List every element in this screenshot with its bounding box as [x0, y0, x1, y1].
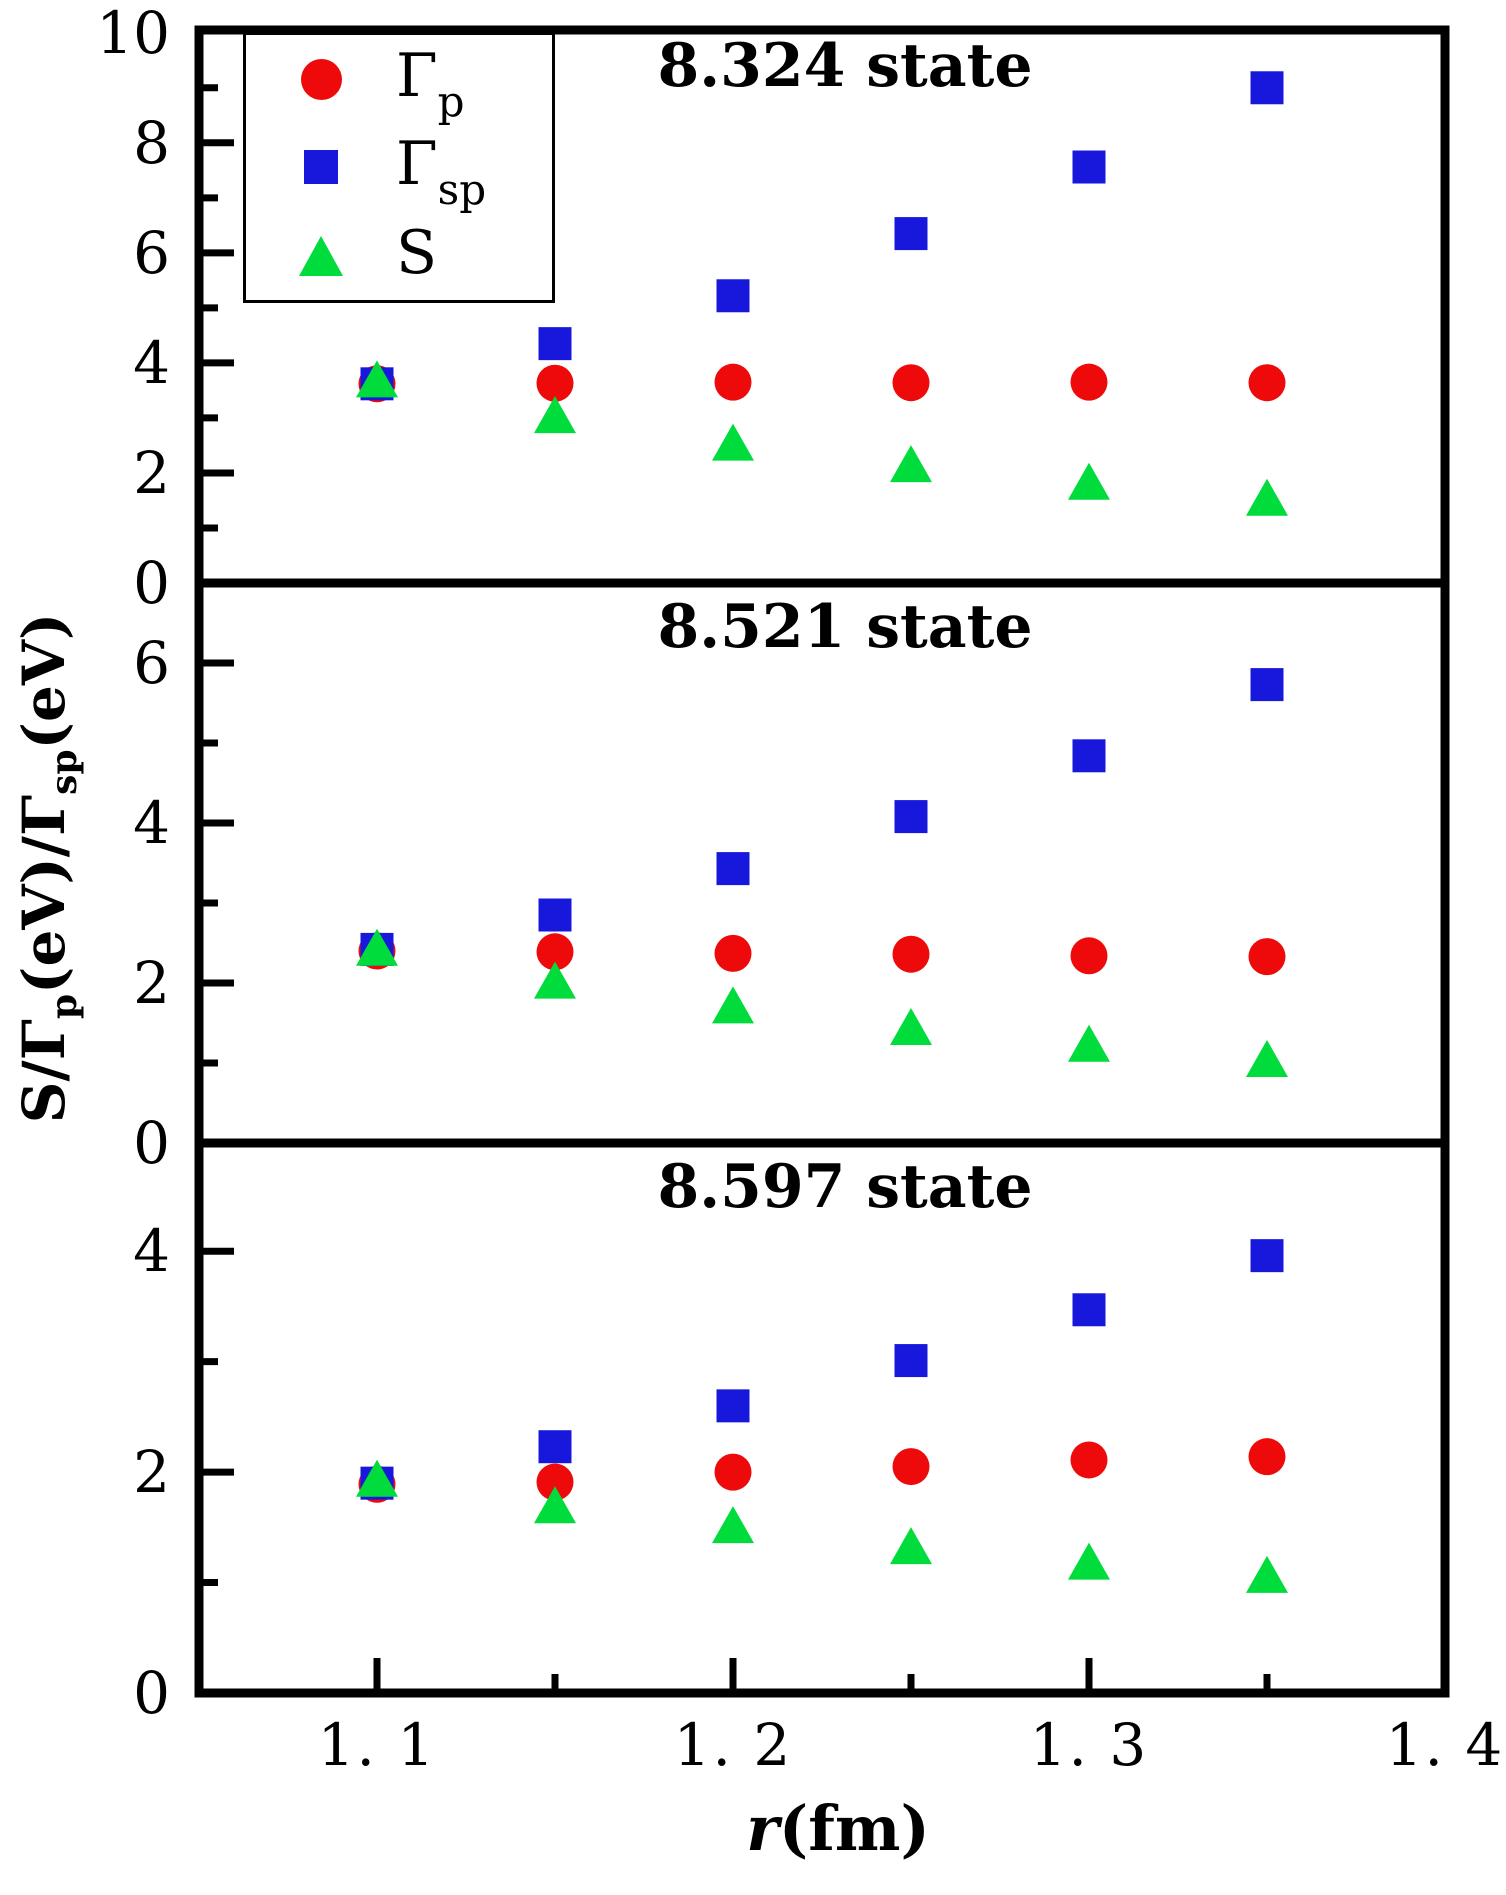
blue-square-marker-icon [304, 150, 338, 185]
data-point-circle [1248, 1438, 1286, 1476]
data-point-triangle [1068, 1024, 1110, 1062]
data-point-square [1072, 150, 1106, 184]
data-point-square [894, 1344, 928, 1378]
legend-box: Γp Γsp S [243, 32, 555, 303]
legend-label-main: Γ [396, 41, 438, 112]
data-point-triangle [356, 360, 398, 398]
data-point-triangle [890, 1527, 932, 1565]
data-point-triangle [534, 1486, 576, 1524]
red-circle-marker-icon [300, 58, 342, 100]
y-tick-label: 0 [133, 549, 170, 617]
data-point-triangle [1246, 478, 1288, 516]
data-point-square [716, 852, 750, 886]
data-point-circle [536, 364, 574, 402]
panel-title-8324: 8.324 state [657, 31, 1033, 101]
data-point-triangle [1068, 1542, 1110, 1580]
legend-label-gamma-sp: Γsp [396, 134, 486, 214]
y-tick-label: 4 [133, 789, 170, 857]
data-point-triangle [356, 928, 398, 966]
data-point-square [538, 1430, 572, 1464]
data-point-square [1072, 1293, 1106, 1327]
panel-title-8597: 8.597 state [657, 1152, 1033, 1222]
data-point-circle [1248, 364, 1286, 402]
data-point-circle [1070, 1441, 1108, 1479]
data-point-triangle [712, 1506, 754, 1544]
data-point-circle [1248, 938, 1286, 976]
green-triangle-marker-icon [299, 235, 343, 276]
data-point-square [716, 1389, 750, 1423]
y-tick-label: 2 [133, 949, 170, 1017]
panel-title-8521: 8.521 state [657, 592, 1033, 662]
data-point-square [894, 217, 928, 251]
x-tick-label: 1. 2 [673, 1711, 793, 1779]
x-tick-label: 1. 1 [317, 1711, 437, 1779]
legend-label-subscript: p [437, 77, 465, 127]
data-point-triangle [890, 1008, 932, 1045]
data-point-square [1250, 1239, 1284, 1273]
data-point-circle [536, 933, 574, 971]
legend-label-main: Γ [396, 129, 438, 200]
legend-marker-cell [246, 235, 396, 276]
data-point-square [894, 800, 928, 834]
data-point-circle [536, 1463, 574, 1501]
data-point-circle [892, 1448, 930, 1486]
y-tick-label: 0 [133, 1109, 170, 1177]
data-point-square [1250, 71, 1284, 105]
data-point-triangle [534, 961, 576, 999]
data-point-square [716, 279, 750, 313]
data-point-triangle [356, 1459, 398, 1497]
data-point-square [538, 898, 572, 932]
legend-label-gamma-p: Γp [396, 46, 465, 126]
y-axis-label-part: S/Γ [10, 1019, 78, 1124]
data-point-circle [892, 935, 930, 973]
y-tick-label: 4 [133, 1217, 170, 1286]
x-axis-label-variable: r [746, 1792, 779, 1865]
x-axis-label-unit: (fm) [778, 1792, 930, 1865]
legend-item-gamma-sp: Γsp [246, 124, 552, 214]
data-point-triangle [1246, 1555, 1288, 1593]
y-tick-label: 6 [133, 218, 170, 287]
x-tick-label: 1. 4 [1385, 1711, 1505, 1779]
legend-item-gamma-p: Γp [246, 36, 552, 126]
y-tick-label: 0 [133, 1659, 170, 1727]
data-point-circle [1070, 937, 1108, 975]
data-point-triangle [534, 396, 576, 434]
legend-item-s: S [246, 213, 552, 299]
y-tick-label: 4 [133, 328, 170, 397]
data-point-circle [714, 1453, 752, 1491]
legend-label-subscript: sp [437, 165, 487, 215]
data-point-triangle [890, 445, 932, 483]
y-tick-label: 2 [133, 1438, 170, 1507]
legend-marker-cell [246, 58, 396, 100]
data-point-triangle [1246, 1040, 1288, 1077]
y-tick-label: 10 [96, 0, 170, 67]
data-point-circle [892, 364, 930, 402]
data-point-square [538, 327, 572, 361]
data-point-triangle [712, 986, 754, 1024]
x-axis-label: r(fm) [199, 1796, 1477, 1862]
y-tick-label: 2 [133, 438, 170, 507]
legend-label-main: S [396, 217, 438, 288]
data-point-triangle [1068, 462, 1110, 500]
y-tick-label: 8 [133, 108, 170, 177]
legend-label-s: S [396, 223, 437, 289]
y-tick-label: 6 [133, 629, 170, 697]
x-tick-label: 1. 3 [1029, 1711, 1149, 1779]
plot-border [194, 25, 1450, 1698]
data-point-square [1250, 668, 1284, 702]
data-point-circle [714, 363, 752, 401]
data-point-square [1072, 739, 1106, 773]
data-point-circle [714, 934, 752, 972]
data-point-triangle [712, 423, 754, 461]
legend-marker-cell [246, 150, 396, 185]
y-axis-label-sub-sp: sp [42, 749, 85, 795]
data-point-circle [1070, 363, 1108, 401]
